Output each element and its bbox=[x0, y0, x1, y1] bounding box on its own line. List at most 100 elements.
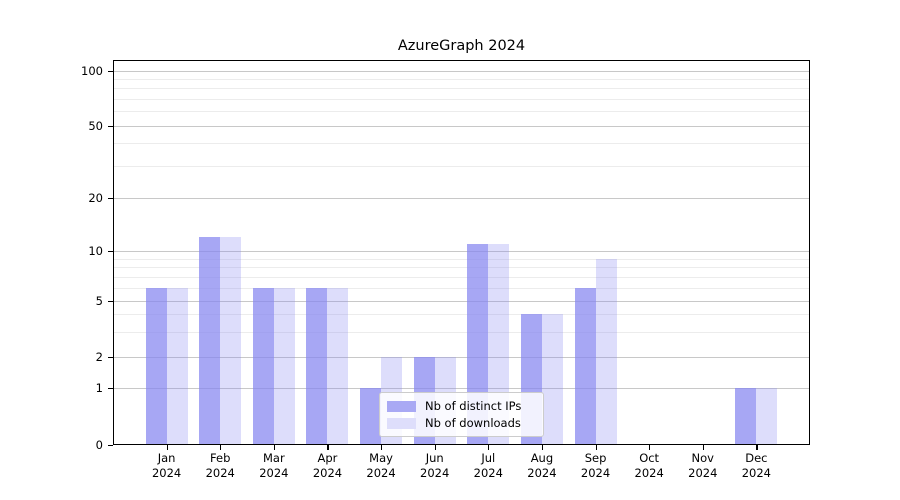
minor-gridline bbox=[113, 314, 810, 316]
legend-swatch bbox=[387, 400, 416, 412]
y-tick-mark bbox=[108, 198, 113, 200]
minor-gridline bbox=[113, 143, 810, 145]
y-tick-label: 2 bbox=[95, 349, 103, 364]
minor-gridline bbox=[113, 79, 810, 81]
bar-downloads bbox=[166, 287, 188, 445]
major-gridline bbox=[113, 300, 810, 302]
x-tick-month: Apr bbox=[317, 451, 338, 465]
x-tick-month: Aug bbox=[530, 451, 554, 465]
x-tick-year: 2024 bbox=[741, 466, 772, 480]
legend-row: Nb of downloads bbox=[387, 415, 536, 430]
y-tick-label: 50 bbox=[88, 118, 103, 133]
x-tick-year: 2024 bbox=[205, 466, 235, 480]
y-tick-label: 100 bbox=[81, 63, 103, 78]
plot-area bbox=[113, 60, 810, 445]
y-tick-mark bbox=[108, 251, 113, 253]
x-tick-mark bbox=[220, 445, 222, 450]
x-tick-label: Dec 2024 bbox=[724, 451, 788, 481]
y-tick-mark bbox=[108, 70, 113, 72]
x-tick-year: 2024 bbox=[473, 466, 503, 480]
x-tick-year: 2024 bbox=[259, 466, 289, 480]
bar-downloads bbox=[756, 388, 778, 445]
y-tick-mark bbox=[108, 125, 113, 127]
x-tick-mark bbox=[756, 445, 758, 450]
major-gridline bbox=[113, 70, 810, 72]
x-tick-label: Sep 2024 bbox=[564, 451, 628, 481]
legend: Nb of distinct IPs Nb of downloads bbox=[379, 392, 544, 437]
x-tick-label: Jul 2024 bbox=[456, 451, 520, 481]
y-tick-label: 20 bbox=[88, 191, 103, 206]
x-tick-month: May bbox=[369, 451, 393, 465]
x-tick-mark bbox=[488, 445, 490, 450]
y-tick-label: 0 bbox=[95, 438, 103, 452]
x-tick-month: Nov bbox=[691, 451, 714, 465]
y-tick-label: 5 bbox=[95, 293, 103, 308]
x-tick-mark bbox=[434, 445, 436, 450]
x-tick-label: Apr 2024 bbox=[295, 451, 359, 481]
bar-distinct-ips bbox=[735, 388, 757, 445]
x-tick-label: Mar 2024 bbox=[242, 451, 306, 481]
minor-gridline bbox=[113, 111, 810, 113]
y-tick-label: 10 bbox=[88, 244, 103, 258]
x-tick-mark bbox=[649, 445, 651, 450]
x-tick-month: Jan bbox=[157, 451, 176, 465]
bar-distinct-ips bbox=[145, 287, 167, 445]
x-tick-year: 2024 bbox=[634, 466, 664, 480]
x-tick-year: 2024 bbox=[366, 466, 396, 480]
x-tick-mark bbox=[595, 445, 597, 450]
x-tick-year: 2024 bbox=[527, 466, 557, 480]
x-tick-year: 2024 bbox=[151, 466, 182, 480]
bar-distinct-ips bbox=[199, 237, 221, 445]
minor-gridline bbox=[113, 287, 810, 289]
y-tick-mark bbox=[108, 356, 113, 358]
bar-distinct-ips bbox=[252, 287, 274, 445]
major-gridline bbox=[113, 388, 810, 389]
x-tick-label: Feb 2024 bbox=[188, 451, 252, 481]
x-tick-month: Feb bbox=[210, 451, 231, 465]
bar-downloads bbox=[541, 314, 563, 445]
y-tick-label: 1 bbox=[95, 381, 103, 395]
bar-downloads bbox=[595, 258, 617, 445]
minor-gridline bbox=[113, 88, 810, 90]
bar-distinct-ips bbox=[574, 287, 596, 445]
bar-distinct-ips bbox=[306, 287, 328, 445]
x-tick-mark bbox=[381, 445, 383, 450]
major-gridline bbox=[113, 356, 810, 358]
y-tick-mark bbox=[108, 300, 113, 302]
x-tick-mark bbox=[273, 445, 276, 450]
chart-title: AzureGraph 2024 bbox=[397, 38, 526, 54]
x-tick-month: Oct bbox=[639, 451, 660, 465]
x-tick-year: 2024 bbox=[420, 466, 450, 480]
legend-label: Nb of downloads bbox=[425, 415, 521, 430]
x-tick-mark bbox=[166, 445, 168, 450]
minor-gridline bbox=[113, 166, 810, 168]
major-gridline bbox=[113, 125, 810, 127]
minor-gridline bbox=[113, 331, 810, 333]
x-tick-mark bbox=[541, 445, 544, 450]
minor-gridline bbox=[113, 266, 810, 268]
x-tick-label: Jan 2024 bbox=[135, 451, 199, 481]
x-tick-label: May 2024 bbox=[349, 451, 413, 481]
minor-gridline bbox=[113, 99, 810, 100]
major-gridline bbox=[113, 251, 810, 252]
legend-row: Nb of distinct IPs bbox=[387, 399, 536, 413]
x-tick-month: Mar bbox=[262, 451, 285, 465]
minor-gridline bbox=[113, 276, 810, 278]
x-tick-label: Aug 2024 bbox=[510, 451, 574, 481]
x-tick-month: Sep bbox=[584, 451, 607, 465]
bar-distinct-ips bbox=[360, 388, 382, 445]
x-tick-mark bbox=[702, 445, 704, 450]
x-tick-month: Jul bbox=[481, 451, 496, 465]
x-tick-year: 2024 bbox=[688, 466, 718, 480]
x-tick-month: Jun bbox=[425, 451, 444, 465]
x-tick-mark bbox=[327, 445, 329, 450]
x-tick-label: Nov 2024 bbox=[671, 451, 735, 481]
major-gridline bbox=[113, 198, 810, 200]
x-tick-month: Dec bbox=[745, 451, 768, 465]
y-tick-mark bbox=[108, 388, 113, 390]
bar-downloads bbox=[327, 287, 349, 445]
bar-downloads bbox=[220, 237, 242, 445]
bar-downloads bbox=[273, 287, 295, 445]
x-tick-label: Jun 2024 bbox=[403, 451, 467, 481]
